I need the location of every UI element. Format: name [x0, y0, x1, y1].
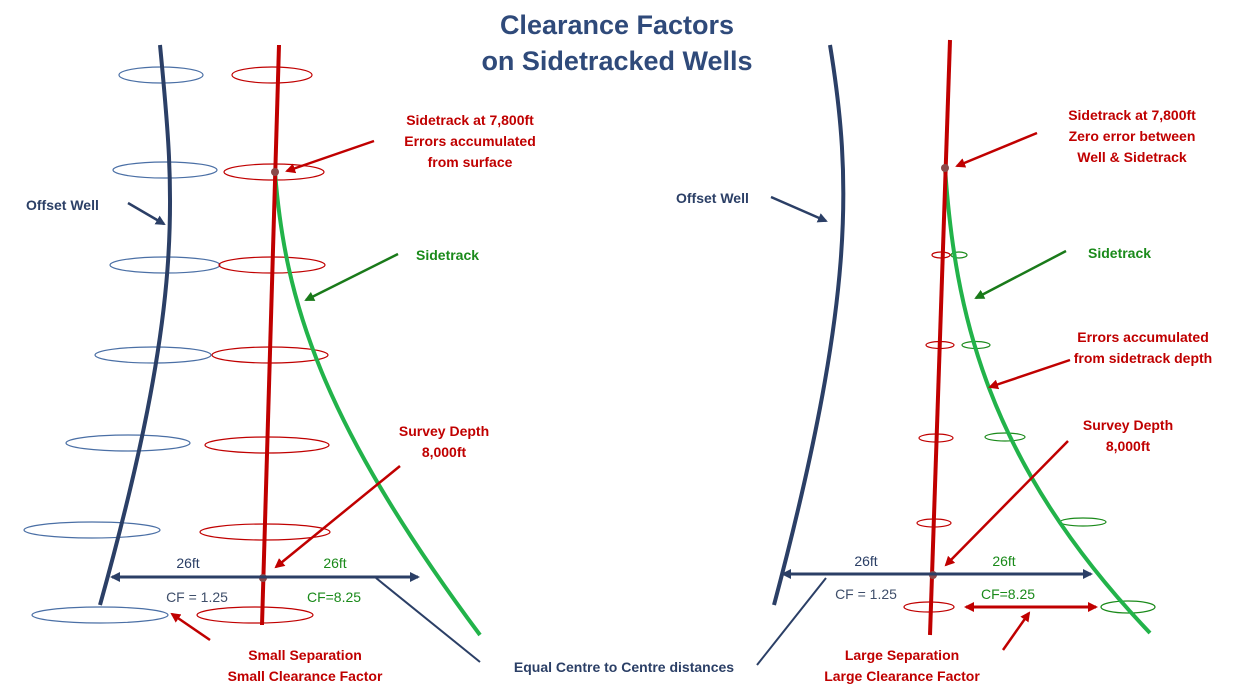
left-kickoff-pointer [285, 139, 375, 174]
left-panel: 26ft 26ft CF = 1.25 CF=8.25 Offset Well … [23, 44, 536, 684]
right-panel: 26ft 26ft CF = 1.25 CF=8.25 Offset Well … [676, 39, 1212, 684]
right-cf-sidetrack: CF=8.25 [981, 586, 1035, 602]
left-distance-label-offset: 26ft [176, 555, 199, 571]
error-ellipse [1100, 600, 1156, 614]
right-sidetrack-label: Sidetrack [1088, 245, 1151, 261]
right-distance-label-offset: 26ft [854, 553, 877, 569]
left-offset-well-label: Offset Well [26, 197, 99, 213]
right-errors-pointer [988, 358, 1071, 390]
right-separation-pointer [1001, 611, 1031, 651]
right-cf-offset: CF = 1.25 [835, 586, 897, 602]
left-offset-error-ellipses [23, 66, 221, 624]
error-ellipse [950, 251, 968, 259]
right-main-well-line [928, 39, 952, 636]
left-separation-label-1: Small Separation [248, 647, 362, 663]
left-main-well-line [260, 44, 281, 626]
error-ellipse [112, 161, 218, 179]
center-pointer-right [756, 577, 827, 666]
error-ellipse [94, 346, 212, 364]
right-kickoff-label-2: Zero error between [1069, 128, 1196, 144]
left-sidetrack-pointer [304, 252, 399, 302]
error-ellipse [109, 256, 221, 274]
right-survey-depth-label-1: Survey Depth [1083, 417, 1173, 433]
error-ellipse [231, 66, 313, 84]
left-survey-depth-pointer [274, 465, 401, 569]
right-distance-label-sidetrack: 26ft [992, 553, 1015, 569]
left-kickoff-label-2: Errors accumulated [404, 133, 536, 149]
left-kickoff-point [271, 168, 279, 176]
error-ellipse [196, 606, 314, 624]
left-offset-well-line [98, 44, 173, 606]
center-annotation: Equal Centre to Centre distances [375, 577, 827, 675]
left-kickoff-label-3: from surface [428, 154, 513, 170]
left-kickoff-label-1: Sidetrack at 7,800ft [406, 112, 534, 128]
left-distance-label-sidetrack: 26ft [323, 555, 346, 571]
right-survey-depth-pointer [944, 440, 1069, 567]
right-offset-well-line [772, 44, 846, 606]
title-line-1: Clearance Factors [500, 10, 734, 40]
left-survey-depth-label-1: Survey Depth [399, 423, 489, 439]
left-sidetrack-label: Sidetrack [416, 247, 479, 263]
right-offset-well-label: Offset Well [676, 190, 749, 206]
right-kickoff-label-1: Sidetrack at 7,800ft [1068, 107, 1196, 123]
right-offset-well-pointer [770, 195, 828, 223]
left-separation-label-2: Small Clearance Factor [228, 668, 383, 684]
right-separation-label-1: Large Separation [845, 647, 959, 663]
right-sidetrack-pointer [974, 249, 1067, 300]
right-kickoff-pointer [955, 131, 1038, 168]
right-sidetrack-error-ellipses [950, 251, 1156, 614]
left-survey-depth-label-2: 8,000ft [422, 444, 467, 460]
error-ellipse [1059, 517, 1107, 527]
error-ellipse [31, 606, 169, 624]
right-kickoff-point [941, 164, 949, 172]
center-pointer-left [375, 577, 481, 663]
right-errors-label-1: Errors accumulated [1077, 329, 1209, 345]
center-label: Equal Centre to Centre distances [514, 659, 734, 675]
left-cf-offset: CF = 1.25 [166, 589, 228, 605]
right-main-error-ellipses [903, 251, 955, 613]
error-ellipse [65, 434, 191, 452]
error-ellipse [23, 521, 161, 539]
left-offset-well-pointer [127, 201, 166, 226]
left-separation-pointer [170, 612, 211, 642]
error-ellipse [984, 432, 1026, 442]
right-separation-label-2: Large Clearance Factor [824, 668, 980, 684]
left-cf-sidetrack: CF=8.25 [307, 589, 361, 605]
right-kickoff-label-3: Well & Sidetrack [1077, 149, 1187, 165]
right-sidetrack-line [943, 167, 1152, 635]
title-line-2: on Sidetracked Wells [481, 46, 752, 76]
left-sidetrack-line [273, 171, 482, 637]
right-errors-label-2: from sidetrack depth [1074, 350, 1212, 366]
right-survey-depth-label-2: 8,000ft [1106, 438, 1151, 454]
